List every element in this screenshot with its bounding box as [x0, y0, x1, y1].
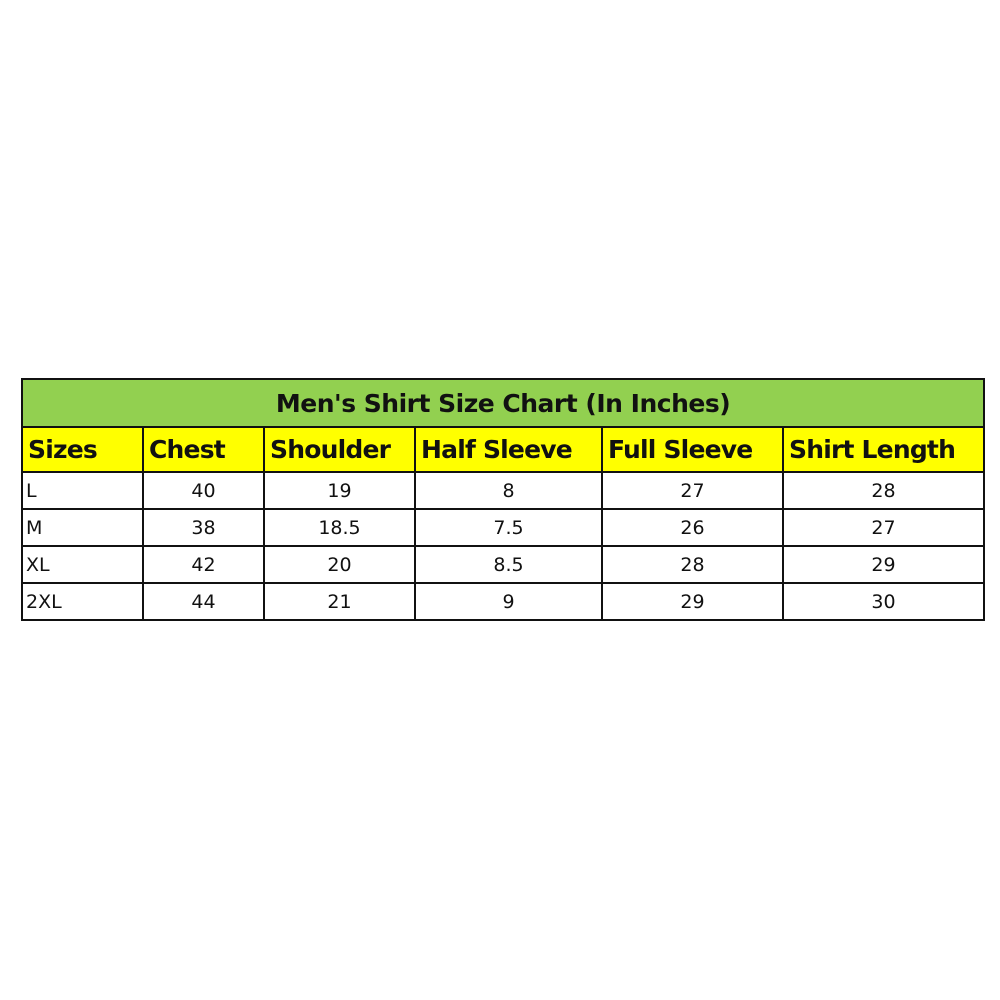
- cell-chest: 44: [142, 582, 265, 621]
- cell-size: L: [21, 471, 144, 510]
- cell-shoulder: 18.5: [263, 508, 416, 547]
- cell-shirt-length: 27: [781, 508, 986, 547]
- cell-size: 2XL: [21, 582, 144, 621]
- table-title: Men's Shirt Size Chart (In Inches): [20, 378, 986, 428]
- cell-full-sleeve: 29: [601, 582, 784, 621]
- table-row: M 38 18.5 7.5 26 27: [21, 508, 986, 547]
- cell-chest: 38: [142, 508, 265, 547]
- table-row: XL 42 20 8.5 28 29: [21, 545, 986, 584]
- table-row: L 40 19 8 27 28: [21, 471, 986, 510]
- cell-shoulder: 19: [263, 471, 416, 510]
- header-row: Sizes Chest Shoulder Half Sleeve Full Sl…: [21, 426, 986, 473]
- table-row: 2XL 44 21 9 29 30: [21, 582, 986, 621]
- cell-chest: 40: [142, 471, 265, 510]
- header-shirt-length: Shirt Length: [781, 426, 986, 473]
- cell-half-sleeve: 9: [414, 582, 603, 621]
- cell-shirt-length: 29: [781, 545, 986, 584]
- cell-size: M: [21, 508, 144, 547]
- header-half-sleeve: Half Sleeve: [414, 426, 603, 473]
- cell-shirt-length: 30: [781, 582, 986, 621]
- cell-size: XL: [21, 545, 144, 584]
- cell-chest: 42: [142, 545, 265, 584]
- cell-half-sleeve: 8: [414, 471, 603, 510]
- cell-half-sleeve: 8.5: [414, 545, 603, 584]
- cell-full-sleeve: 28: [601, 545, 784, 584]
- header-shoulder: Shoulder: [263, 426, 416, 473]
- cell-half-sleeve: 7.5: [414, 508, 603, 547]
- cell-full-sleeve: 27: [601, 471, 784, 510]
- cell-shirt-length: 28: [781, 471, 986, 510]
- size-chart-table: Men's Shirt Size Chart (In Inches) Sizes…: [20, 378, 986, 621]
- cell-full-sleeve: 26: [601, 508, 784, 547]
- header-full-sleeve: Full Sleeve: [601, 426, 784, 473]
- header-chest: Chest: [142, 426, 265, 473]
- cell-shoulder: 20: [263, 545, 416, 584]
- cell-shoulder: 21: [263, 582, 416, 621]
- header-sizes: Sizes: [21, 426, 144, 473]
